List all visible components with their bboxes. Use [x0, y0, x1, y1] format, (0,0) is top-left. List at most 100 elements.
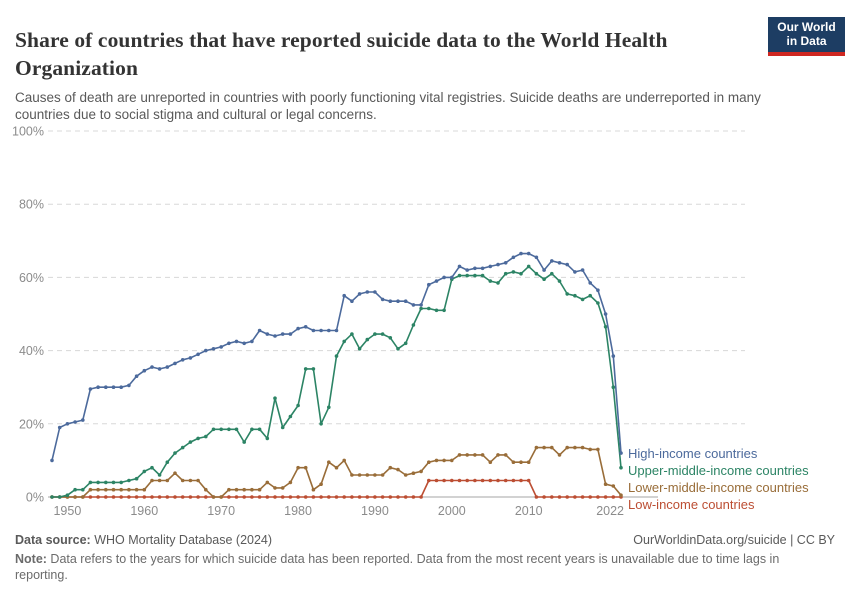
data-point[interactable]	[526, 478, 531, 483]
data-point[interactable]	[365, 473, 370, 477]
data-point[interactable]	[250, 495, 254, 499]
data-point[interactable]	[311, 328, 316, 333]
data-point[interactable]	[373, 473, 377, 477]
data-point[interactable]	[142, 487, 147, 492]
data-point[interactable]	[519, 478, 523, 483]
data-point[interactable]	[580, 297, 585, 302]
data-point[interactable]	[427, 306, 431, 311]
data-point[interactable]	[104, 495, 108, 499]
data-point[interactable]	[173, 361, 177, 366]
data-point[interactable]	[188, 495, 193, 499]
data-point[interactable]	[565, 495, 569, 499]
data-point[interactable]	[365, 290, 370, 294]
data-point[interactable]	[273, 396, 277, 401]
data-point[interactable]	[357, 473, 362, 477]
data-point[interactable]	[188, 356, 193, 360]
data-point[interactable]	[311, 367, 316, 371]
data-point[interactable]	[288, 414, 293, 419]
data-point[interactable]	[396, 495, 400, 499]
data-point[interactable]	[580, 268, 585, 272]
data-point[interactable]	[311, 487, 316, 492]
data-point[interactable]	[250, 427, 254, 432]
data-point[interactable]	[588, 447, 592, 452]
data-point[interactable]	[542, 268, 546, 272]
data-point[interactable]	[534, 495, 539, 499]
data-point[interactable]	[111, 385, 116, 390]
data-point[interactable]	[219, 345, 223, 349]
data-point[interactable]	[327, 495, 331, 499]
data-point[interactable]	[319, 422, 323, 426]
data-point[interactable]	[296, 403, 300, 408]
data-point[interactable]	[211, 347, 216, 351]
data-point[interactable]	[596, 447, 600, 452]
data-point[interactable]	[403, 473, 408, 477]
data-point[interactable]	[104, 480, 108, 485]
data-point[interactable]	[81, 418, 85, 422]
data-point[interactable]	[81, 487, 85, 492]
data-point[interactable]	[119, 487, 123, 492]
data-point[interactable]	[542, 277, 546, 282]
owid-logo[interactable]: Our World in Data	[768, 17, 845, 56]
data-point[interactable]	[111, 487, 116, 492]
data-point[interactable]	[319, 328, 323, 333]
legend-item-upper-middle-income[interactable]: Upper-middle-income countries	[628, 463, 809, 478]
data-point[interactable]	[296, 465, 300, 470]
data-point[interactable]	[419, 469, 423, 474]
data-point[interactable]	[588, 495, 592, 499]
data-point[interactable]	[396, 467, 400, 472]
data-point[interactable]	[88, 387, 93, 391]
data-point[interactable]	[488, 478, 493, 483]
data-point[interactable]	[388, 299, 393, 304]
data-point[interactable]	[419, 303, 423, 307]
data-point[interactable]	[619, 465, 623, 470]
data-point[interactable]	[565, 445, 569, 450]
data-point[interactable]	[465, 273, 470, 278]
data-point[interactable]	[427, 478, 431, 483]
data-point[interactable]	[242, 341, 246, 346]
data-point[interactable]	[204, 434, 208, 439]
data-point[interactable]	[542, 495, 546, 499]
data-point[interactable]	[465, 453, 470, 457]
data-point[interactable]	[211, 427, 216, 432]
data-point[interactable]	[357, 347, 362, 351]
attribution-link[interactable]: OurWorldinData.org/suicide | CC BY	[633, 533, 835, 547]
data-point[interactable]	[311, 495, 316, 499]
data-point[interactable]	[573, 495, 577, 499]
data-point[interactable]	[480, 453, 485, 457]
data-point[interactable]	[342, 458, 347, 463]
data-point[interactable]	[526, 251, 531, 256]
data-point[interactable]	[573, 270, 577, 274]
data-point[interactable]	[242, 487, 246, 492]
data-point[interactable]	[380, 297, 385, 302]
data-point[interactable]	[473, 453, 477, 457]
data-point[interactable]	[588, 293, 592, 298]
data-point[interactable]	[365, 495, 370, 499]
data-point[interactable]	[526, 264, 531, 269]
data-point[interactable]	[503, 271, 508, 276]
data-point[interactable]	[519, 271, 523, 276]
data-point[interactable]	[488, 279, 493, 283]
data-point[interactable]	[503, 478, 508, 483]
data-point[interactable]	[427, 282, 431, 287]
data-point[interactable]	[388, 495, 393, 499]
data-point[interactable]	[204, 495, 208, 499]
data-point[interactable]	[403, 341, 408, 346]
data-point[interactable]	[219, 427, 223, 432]
data-point[interactable]	[257, 495, 262, 499]
data-point[interactable]	[257, 328, 262, 333]
data-point[interactable]	[280, 486, 285, 490]
data-point[interactable]	[496, 453, 500, 457]
data-point[interactable]	[557, 453, 562, 457]
data-point[interactable]	[519, 251, 523, 256]
data-point[interactable]	[550, 445, 554, 450]
data-point[interactable]	[204, 487, 208, 492]
data-point[interactable]	[434, 279, 439, 283]
data-point[interactable]	[111, 495, 116, 499]
data-point[interactable]	[388, 465, 393, 470]
legend-item-low-income[interactable]: Low-income countries	[628, 497, 755, 512]
data-point[interactable]	[411, 471, 416, 476]
data-point[interactable]	[127, 495, 131, 499]
data-point[interactable]	[511, 478, 516, 483]
data-point[interactable]	[411, 323, 416, 327]
data-point[interactable]	[603, 495, 608, 499]
